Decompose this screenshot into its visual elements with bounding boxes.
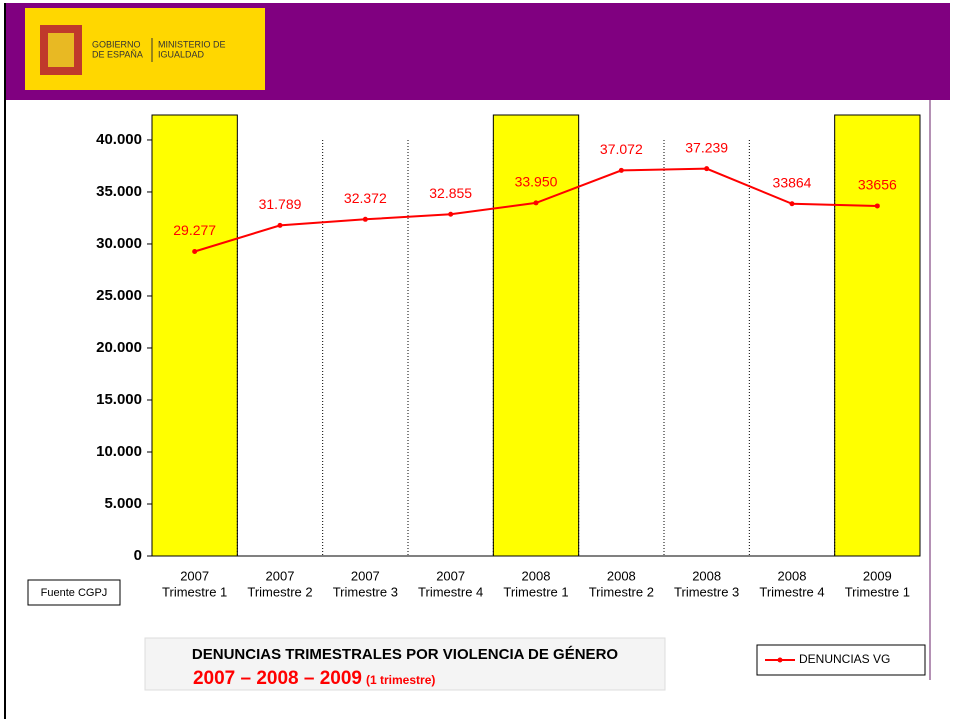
data-point (192, 248, 198, 254)
data-point (277, 222, 283, 228)
plot: 0 5.000 10.000 15.000 20.000 25.000 30.000 35.0… (96, 114, 926, 676)
gov-text: GOBIERNO (92, 39, 141, 49)
legend-label: DENUNCIAS VG (799, 652, 890, 666)
data-label: 31.789 (259, 196, 302, 212)
y-tick-label: 40.000 (96, 131, 142, 148)
highlight-column (492, 114, 580, 557)
y-tick-label: 30.000 (96, 235, 142, 252)
x-tick-label: 2008 (692, 568, 721, 583)
legend-marker (777, 657, 783, 663)
y-tick-label: 35.000 (96, 183, 142, 200)
x-tick-label: Trimestre 4 (759, 584, 824, 599)
x-tick-label: 2007 (436, 568, 465, 583)
data-point (874, 203, 880, 209)
chart-title: DENUNCIAS TRIMESTRALES POR VIOLENCIA DE … (192, 646, 618, 663)
data-label: 33.950 (515, 174, 558, 190)
x-tick-label: 2007 (266, 568, 295, 583)
chart-subtitle: 2007 – 2008 – 2009 (193, 668, 362, 689)
data-label: 33656 (858, 177, 897, 193)
y-tick-label: 15.000 (96, 391, 142, 408)
x-tick-label: 2008 (522, 568, 551, 583)
coat-of-arms-inner (48, 33, 74, 67)
data-label: 33864 (773, 174, 812, 190)
x-tick-label: 2008 (607, 568, 636, 583)
legend-box (756, 644, 926, 676)
data-label: 37.072 (600, 141, 643, 157)
highlight-column (151, 114, 238, 557)
highlight-column (834, 114, 921, 557)
x-tick-label: 2007 (180, 568, 209, 583)
x-tick-label: Trimestre 3 (333, 584, 398, 599)
title-box (144, 637, 666, 691)
x-tick-label: Trimestre 3 (674, 584, 739, 599)
x-tick-label: Trimestre 2 (589, 584, 654, 599)
data-point (704, 166, 710, 172)
data-point (618, 167, 624, 173)
x-tick-label: 2007 (351, 568, 380, 583)
x-tick-label: Trimestre 1 (162, 584, 227, 599)
y-tick-label: 25.000 (96, 287, 142, 304)
x-tick-label: Trimestre 4 (418, 584, 483, 599)
data-point (533, 200, 539, 206)
data-point (362, 216, 368, 222)
data-label: 37.239 (685, 139, 728, 155)
ministry-text: IGUALDAD (158, 49, 205, 59)
data-label: 29.277 (173, 222, 216, 238)
ministry-text: MINISTERIO DE (158, 39, 226, 49)
subtitle-note: (1 trimestre) (366, 673, 435, 687)
x-tick-label: Trimestre 1 (845, 584, 910, 599)
y-tick-label: 5.000 (104, 495, 142, 512)
x-tick-label: Trimestre 2 (247, 584, 312, 599)
data-label: 32.855 (429, 185, 472, 201)
x-tick-label: 2008 (778, 568, 807, 583)
y-tick-label: 10.000 (96, 443, 142, 460)
x-tick-label: 2009 (863, 568, 892, 583)
y-tick-label: 0 (134, 547, 142, 564)
source: Fuente CGPJ (41, 587, 108, 599)
data-point (789, 201, 795, 207)
data-point (448, 211, 454, 217)
y-tick-label: 20.000 (96, 339, 142, 356)
data-label: 32.372 (344, 190, 387, 206)
source-box (27, 579, 121, 606)
x-tick-label: Trimestre 1 (503, 584, 568, 599)
gov-text: DE ESPAÑA (92, 49, 143, 59)
